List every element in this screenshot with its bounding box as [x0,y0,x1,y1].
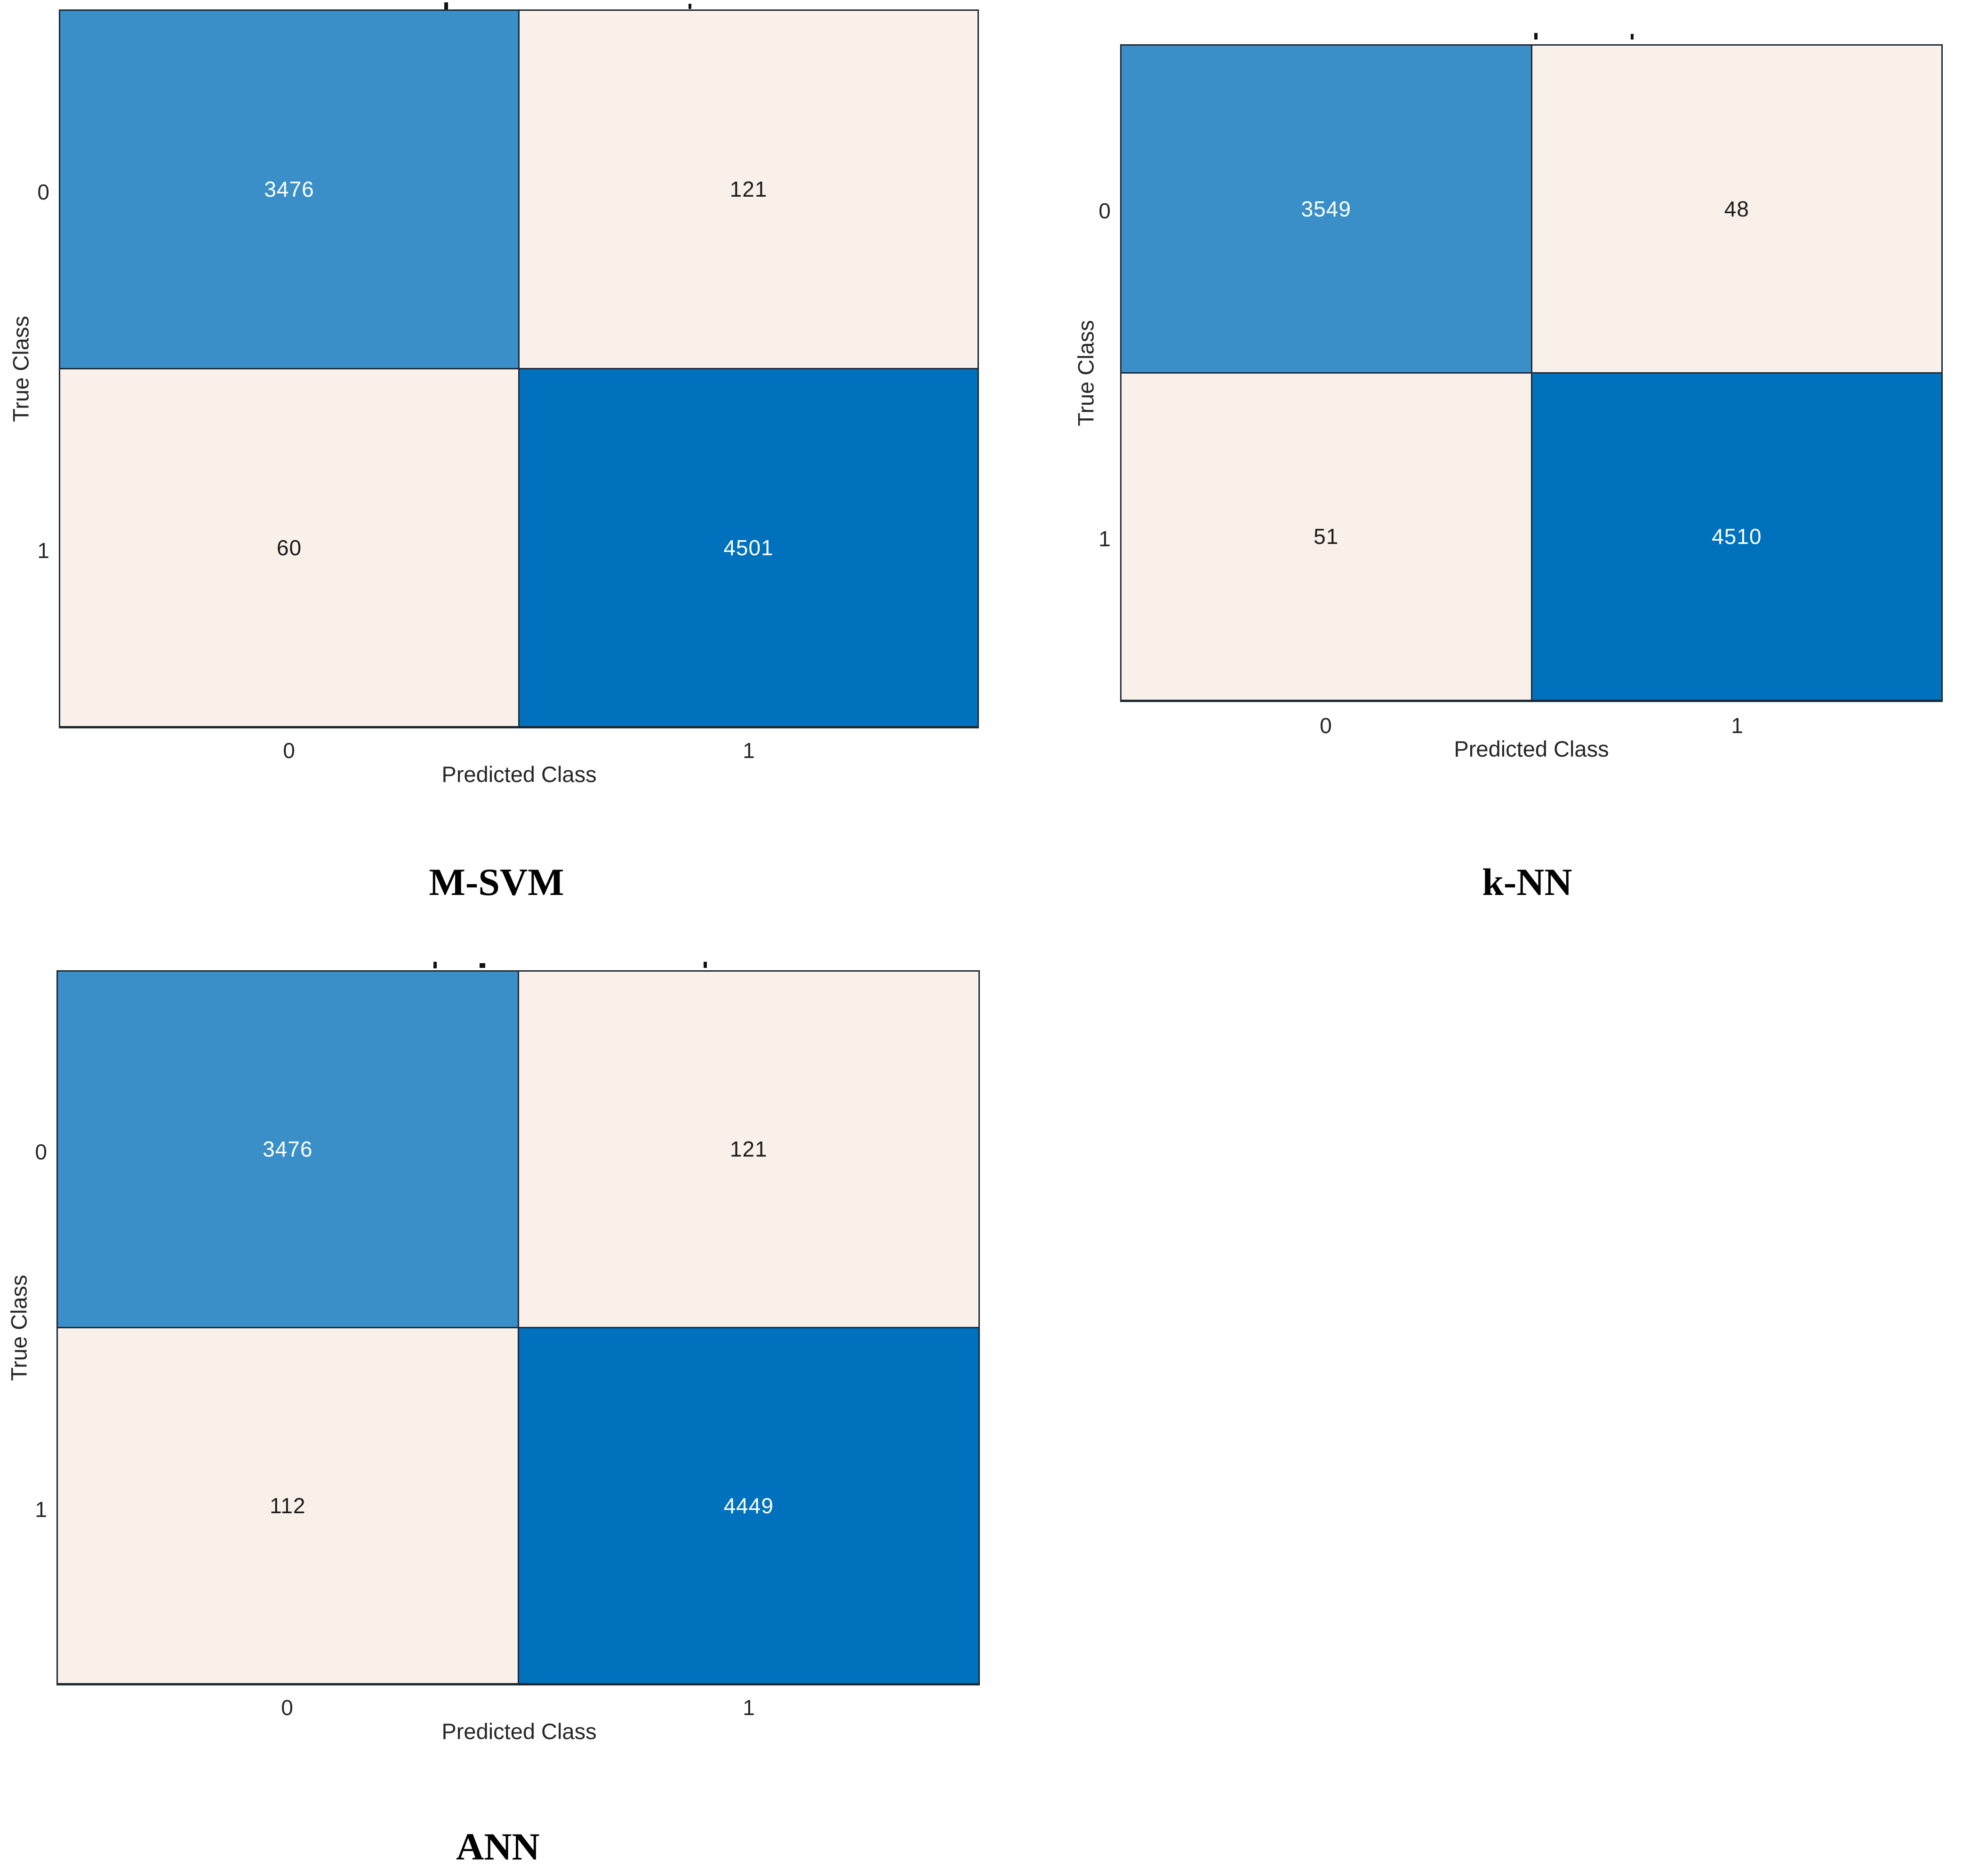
y-tick-label-0: 0 [37,180,49,204]
matrix-cell-true1-pred0: 51 [1122,373,1531,700]
x-axis-label: Predicted Class [441,1719,597,1744]
truncated-title-artifact [480,963,485,968]
matrix-cell-true1-pred0: 60 [60,369,518,726]
x-axis-label: Predicted Class [1454,736,1609,761]
y-tick-label-1: 1 [1098,527,1111,551]
matrix-cell-true0-pred0: 3476 [60,11,518,368]
matrix-cell-true1-pred1: 4501 [520,369,977,726]
y-tick-label-0: 0 [1098,199,1111,223]
x-tick-label-1: 1 [743,1695,755,1720]
matrix-cell-true0-pred1: 121 [520,11,977,368]
x-tick-label-1: 1 [1731,713,1743,738]
matrix-cell-true0-pred0: 3549 [1122,46,1531,372]
x-tick-label-0: 0 [1320,713,1332,738]
chart-title-knn: k-NN [1482,861,1572,903]
matrix-cell-true1-pred0: 112 [58,1328,518,1683]
x-tick-label-1: 1 [743,738,755,763]
matrix-cell-true0-pred0: 3476 [58,972,518,1327]
matrix-cell-true1-pred1: 4449 [519,1328,978,1683]
matrix-plot: 3549 48 51 4510 [1120,44,1943,702]
y-tick-label-1: 1 [37,538,49,563]
x-tick-label-0: 0 [281,1695,293,1720]
truncated-title-artifact [444,2,448,9]
matrix-cell-true1-pred1: 4510 [1532,373,1941,700]
chart-title-ann: ANN [456,1825,540,1868]
y-tick-label-1: 1 [35,1497,47,1522]
y-tick-label-0: 0 [35,1140,47,1164]
truncated-title-artifact [433,962,437,968]
truncated-title-artifact [1631,34,1634,40]
matrix-cell-true0-pred1: 121 [519,972,978,1327]
x-axis-label: Predicted Class [441,762,597,787]
matrix-plot: 3476 121 60 4501 [59,9,979,728]
chart-title-msvm: M-SVM [429,861,564,903]
matrix-plot: 3476 121 112 4449 [56,970,980,1685]
truncated-title-artifact [689,4,691,9]
truncated-title-artifact [704,962,707,968]
x-tick-label-0: 0 [283,738,295,763]
y-axis-label: True Class [6,1275,32,1381]
truncated-title-artifact [1534,33,1538,40]
matrix-cell-true0-pred1: 48 [1532,46,1941,372]
